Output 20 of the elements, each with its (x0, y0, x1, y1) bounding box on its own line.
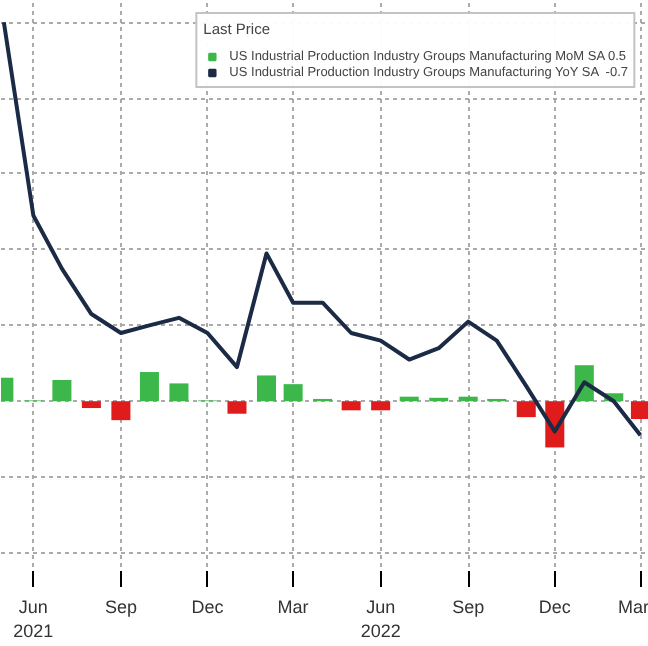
bar (169, 383, 189, 402)
bar (371, 401, 391, 411)
bar (630, 401, 648, 420)
x-tick-label: Dec (538, 597, 572, 617)
bar (341, 401, 361, 411)
x-tick-label: Jun 2021 (13, 597, 54, 641)
x-tick-label: Mar (277, 597, 309, 617)
bar (81, 401, 101, 409)
bar (256, 375, 276, 402)
x-tick-label: Jun 2022 (360, 597, 401, 641)
bar (227, 401, 247, 414)
x-tick-label: Sep (452, 597, 485, 617)
x-tick-label: Mar (618, 597, 648, 617)
bar (52, 379, 72, 402)
bar (139, 372, 159, 402)
x-tick-label: Sep (104, 597, 137, 617)
bar (283, 384, 303, 402)
bar (111, 401, 131, 421)
x-tick-label: Dec (191, 597, 225, 617)
bar (516, 401, 536, 418)
